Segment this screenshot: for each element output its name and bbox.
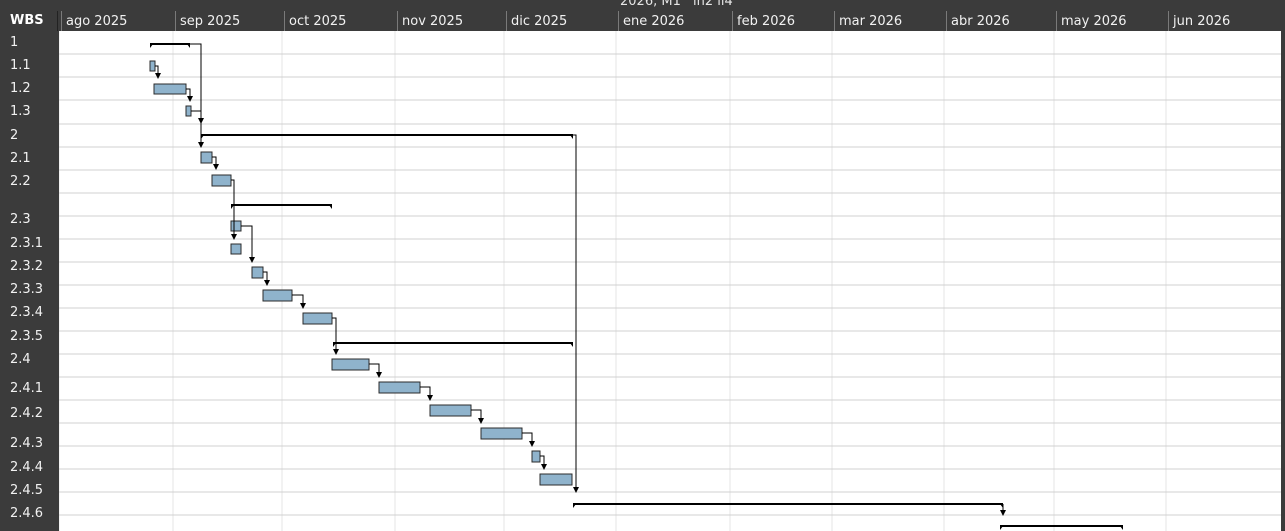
dependency-arrowhead-icon	[300, 303, 306, 309]
month-5: dic 2025	[506, 11, 618, 31]
wbs-label[interactable]: 2	[10, 128, 19, 143]
dependency-link	[241, 225, 253, 260]
wbs-label[interactable]: 1	[10, 35, 19, 50]
task-bar[interactable]	[185, 105, 192, 117]
task-bar[interactable]	[230, 220, 242, 232]
summary-bar-cap	[201, 135, 204, 139]
summary-bar-cap	[187, 44, 190, 48]
dependency-arrowhead-icon	[231, 234, 237, 240]
month-2: sep 2025	[175, 11, 284, 31]
summary-bar-cap	[573, 504, 576, 508]
summary-bar-cap	[329, 205, 332, 209]
timeline-header[interactable]: ago 2025 sep 2025 oct 2025 nov 2025 dic 2025…	[57, 11, 1284, 31]
summary-bar-cap	[570, 343, 573, 347]
dependency-arrowhead-icon	[427, 395, 433, 401]
wbs-label[interactable]: 2.3.5	[10, 329, 44, 344]
dependency-link	[155, 65, 159, 76]
top-tier-label-2: ïn2 ïï4	[693, 0, 733, 9]
wbs-label[interactable]: 1.1	[10, 58, 31, 73]
wbs-label[interactable]: 2.1	[10, 151, 31, 166]
month-4: nov 2025	[397, 11, 506, 31]
dependency-link	[369, 363, 380, 375]
wbs-label[interactable]: 2.3.3	[10, 282, 44, 297]
wbs-label[interactable]: 2.4.6	[10, 506, 44, 521]
gantt-chart[interactable]	[59, 31, 1281, 531]
dependency-link	[186, 88, 191, 99]
task-bar[interactable]	[262, 289, 293, 302]
dependency-arrowhead-icon	[187, 96, 193, 102]
dependency-arrowhead-icon	[213, 164, 219, 170]
dependency-link	[420, 386, 431, 398]
timescale-top-tier: 2026, M1 ïn2 ïï4	[0, 0, 1285, 11]
dependency-link	[212, 156, 217, 167]
top-tier-label: 2026, M1	[620, 0, 681, 9]
month-1: ago 2025	[61, 11, 175, 31]
summary-bar-cap	[570, 135, 573, 139]
dependency-link	[471, 409, 482, 421]
dependency-link	[573, 134, 577, 490]
task-bar[interactable]	[378, 381, 421, 394]
dependency-link	[263, 271, 268, 283]
wbs-label[interactable]: 2.4.2	[10, 406, 44, 421]
wbs-label[interactable]: 2.4.3	[10, 436, 44, 451]
task-bar[interactable]	[429, 404, 472, 417]
task-bar[interactable]	[230, 243, 242, 255]
month-9: abr 2026	[946, 11, 1056, 31]
summary-bar-cap	[231, 205, 234, 209]
month-11: jun 2026	[1168, 11, 1283, 31]
gantt-canvas[interactable]	[59, 31, 1281, 531]
dependency-arrowhead-icon	[333, 349, 339, 355]
summary-bar-cap	[1000, 526, 1003, 530]
wbs-column-header[interactable]: WBS	[10, 13, 44, 28]
summary-bar-cap	[333, 343, 336, 347]
wbs-label[interactable]: 2.2	[10, 174, 31, 189]
dependency-arrowhead-icon	[529, 441, 535, 447]
vertical-scrollbar[interactable]	[1281, 11, 1285, 531]
dependency-arrowhead-icon	[376, 372, 382, 378]
task-bar[interactable]	[211, 174, 232, 187]
wbs-label[interactable]: 2.3.1	[10, 236, 44, 251]
dependency-arrowhead-icon	[541, 464, 547, 470]
summary-bar-cap	[1120, 526, 1123, 530]
dependency-arrowhead-icon	[573, 487, 579, 493]
dependency-arrowhead-icon	[249, 257, 255, 263]
dependency-link	[190, 43, 202, 145]
dependency-arrowhead-icon	[155, 73, 161, 79]
wbs-label[interactable]: 2.4.5	[10, 483, 44, 498]
month-8: mar 2026	[834, 11, 946, 31]
dependency-link	[332, 317, 337, 352]
wbs-label[interactable]: 2.3	[10, 212, 31, 227]
dependency-arrowhead-icon	[264, 280, 270, 286]
month-6: ene 2026	[618, 11, 732, 31]
month-7: feb 2026	[732, 11, 834, 31]
month-10: may 2026	[1056, 11, 1168, 31]
task-bar[interactable]	[331, 358, 370, 371]
task-bar[interactable]	[480, 427, 523, 440]
task-bar[interactable]	[539, 473, 573, 486]
summary-bar-cap	[1000, 504, 1003, 508]
dependency-link	[292, 294, 304, 306]
dependency-arrowhead-icon	[478, 418, 484, 424]
dependency-link	[231, 179, 235, 237]
dependency-arrowhead-icon	[1000, 510, 1006, 516]
task-bar[interactable]	[153, 83, 187, 95]
dependency-arrowhead-icon	[198, 142, 204, 148]
task-bar[interactable]	[531, 450, 541, 463]
wbs-label[interactable]: 1.3	[10, 104, 31, 119]
month-3: oct 2025	[284, 11, 397, 31]
wbs-label[interactable]: 1.2	[10, 81, 31, 96]
task-bar[interactable]	[302, 312, 333, 325]
dependency-link	[522, 432, 533, 444]
task-bar[interactable]	[149, 60, 156, 72]
dependency-link	[540, 455, 545, 467]
task-bar[interactable]	[200, 151, 213, 164]
wbs-label[interactable]: 2.4.1	[10, 381, 44, 396]
summary-bar-cap	[150, 44, 153, 48]
wbs-label[interactable]: 2.3.4	[10, 305, 44, 320]
wbs-label[interactable]: 2.3.2	[10, 259, 44, 274]
wbs-label[interactable]: 2.4.4	[10, 460, 44, 475]
wbs-column: 1 1.1 1.2 1.3 2 2.1 2.2 2.3 2.3.1 2.3.2 2.3.3 2.3.4…	[0, 31, 57, 531]
wbs-label[interactable]: 2.4	[10, 352, 31, 367]
task-bar[interactable]	[251, 266, 264, 279]
